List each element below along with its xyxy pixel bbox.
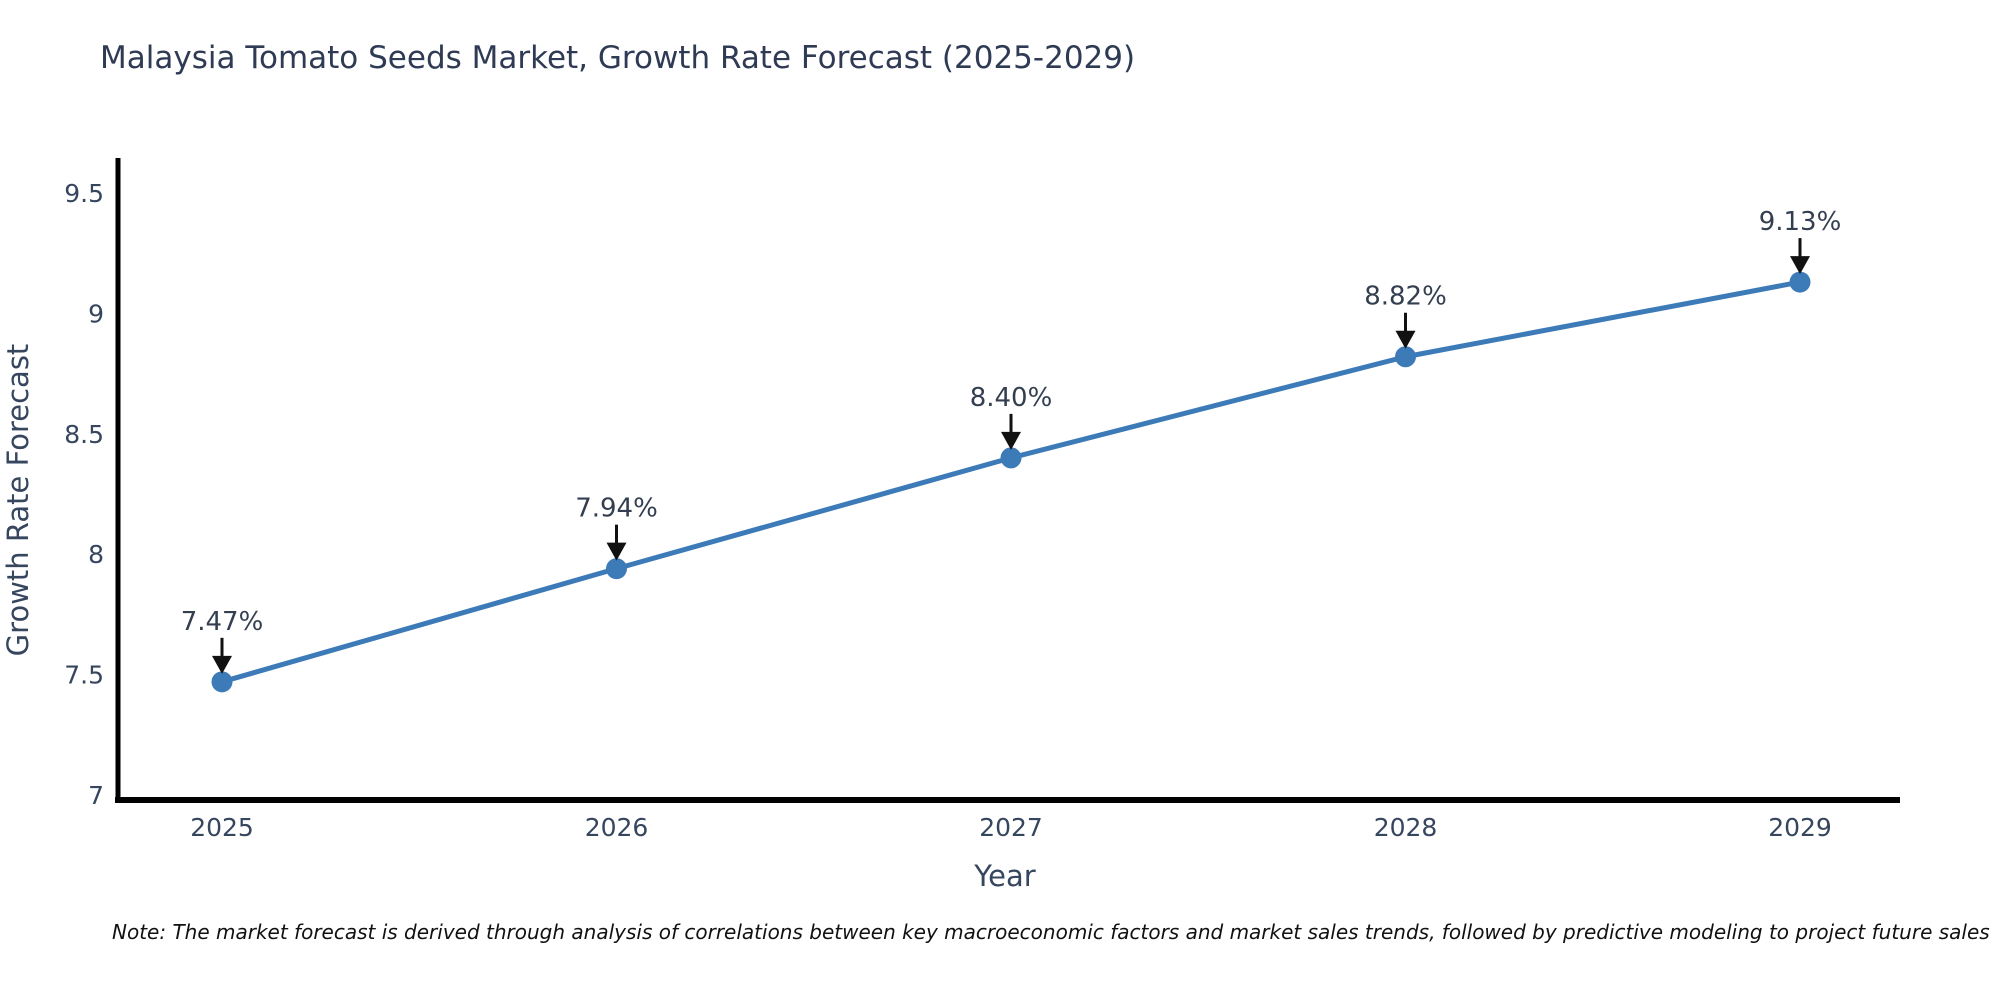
- y-tick-label: 8: [88, 540, 104, 569]
- annotation-arrowhead-icon: [606, 542, 627, 561]
- data-point-marker: [211, 671, 233, 693]
- x-tick-label: 2027: [979, 813, 1043, 842]
- data-point-label: 9.13%: [1759, 207, 1842, 237]
- annotation-arrowhead-icon: [212, 655, 232, 674]
- data-point-label: 7.94%: [575, 494, 658, 524]
- x-tick-label: 2025: [190, 813, 254, 842]
- data-point-marker: [1000, 447, 1022, 469]
- data-point-marker: [1789, 271, 1811, 293]
- annotation-arrowhead-icon: [1395, 330, 1416, 349]
- footnote: Note: The market forecast is derived thr…: [112, 920, 1990, 944]
- y-tick-label: 9: [88, 299, 104, 328]
- x-axis-title: Year: [973, 859, 1035, 893]
- data-point-label: 8.40%: [970, 383, 1053, 413]
- y-tick-label: 7.5: [64, 661, 104, 690]
- chart-title: Malaysia Tomato Seeds Market, Growth Rat…: [100, 40, 1136, 76]
- x-tick-label: 2026: [585, 813, 649, 842]
- y-tick-label: 9.5: [64, 179, 104, 208]
- data-point-marker: [606, 558, 627, 580]
- x-tick-label: 2028: [1374, 813, 1438, 842]
- data-point-label: 8.82%: [1364, 282, 1447, 312]
- data-point-label: 7.47%: [181, 607, 264, 637]
- annotation-arrowhead-icon: [1001, 431, 1021, 450]
- data-point-marker: [1395, 346, 1416, 368]
- x-tick-label: 2029: [1768, 813, 1832, 842]
- y-tick-label: 7: [88, 781, 104, 810]
- series-line: [219, 279, 1803, 685]
- y-tick-label: 8.5: [64, 420, 104, 449]
- annotation-arrowhead-icon: [1790, 256, 1810, 275]
- y-axis-title: Growth Rate Forecast: [1, 344, 35, 657]
